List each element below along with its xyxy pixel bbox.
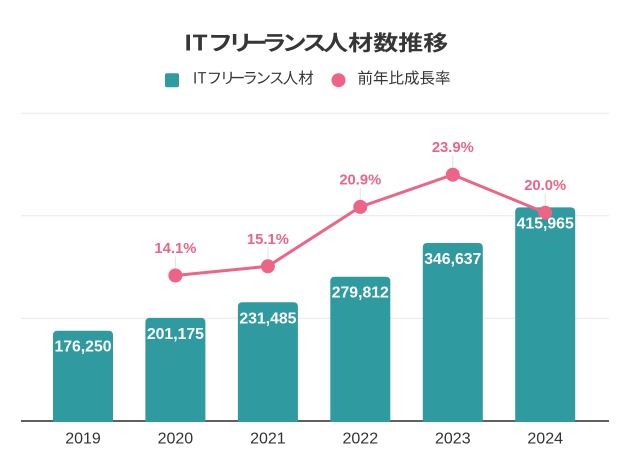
svg-text:15.1%: 15.1% (247, 232, 289, 248)
svg-text:201,175: 201,175 (147, 326, 204, 343)
svg-text:2022: 2022 (343, 431, 379, 448)
svg-text:415,965: 415,965 (517, 215, 574, 232)
svg-text:14.1%: 14.1% (154, 241, 196, 257)
svg-text:2021: 2021 (250, 431, 286, 448)
svg-text:20.0%: 20.0% (524, 178, 566, 194)
svg-text:2023: 2023 (435, 431, 471, 448)
svg-text:2020: 2020 (158, 431, 194, 448)
svg-text:23.9%: 23.9% (432, 140, 474, 156)
svg-text:231,485: 231,485 (239, 310, 296, 327)
svg-text:279,812: 279,812 (332, 285, 389, 302)
svg-text:2024: 2024 (527, 431, 563, 448)
svg-text:346,637: 346,637 (424, 251, 481, 268)
svg-text:20.9%: 20.9% (339, 172, 381, 188)
svg-text:176,250: 176,250 (54, 339, 111, 356)
svg-text:2019: 2019 (65, 431, 101, 448)
